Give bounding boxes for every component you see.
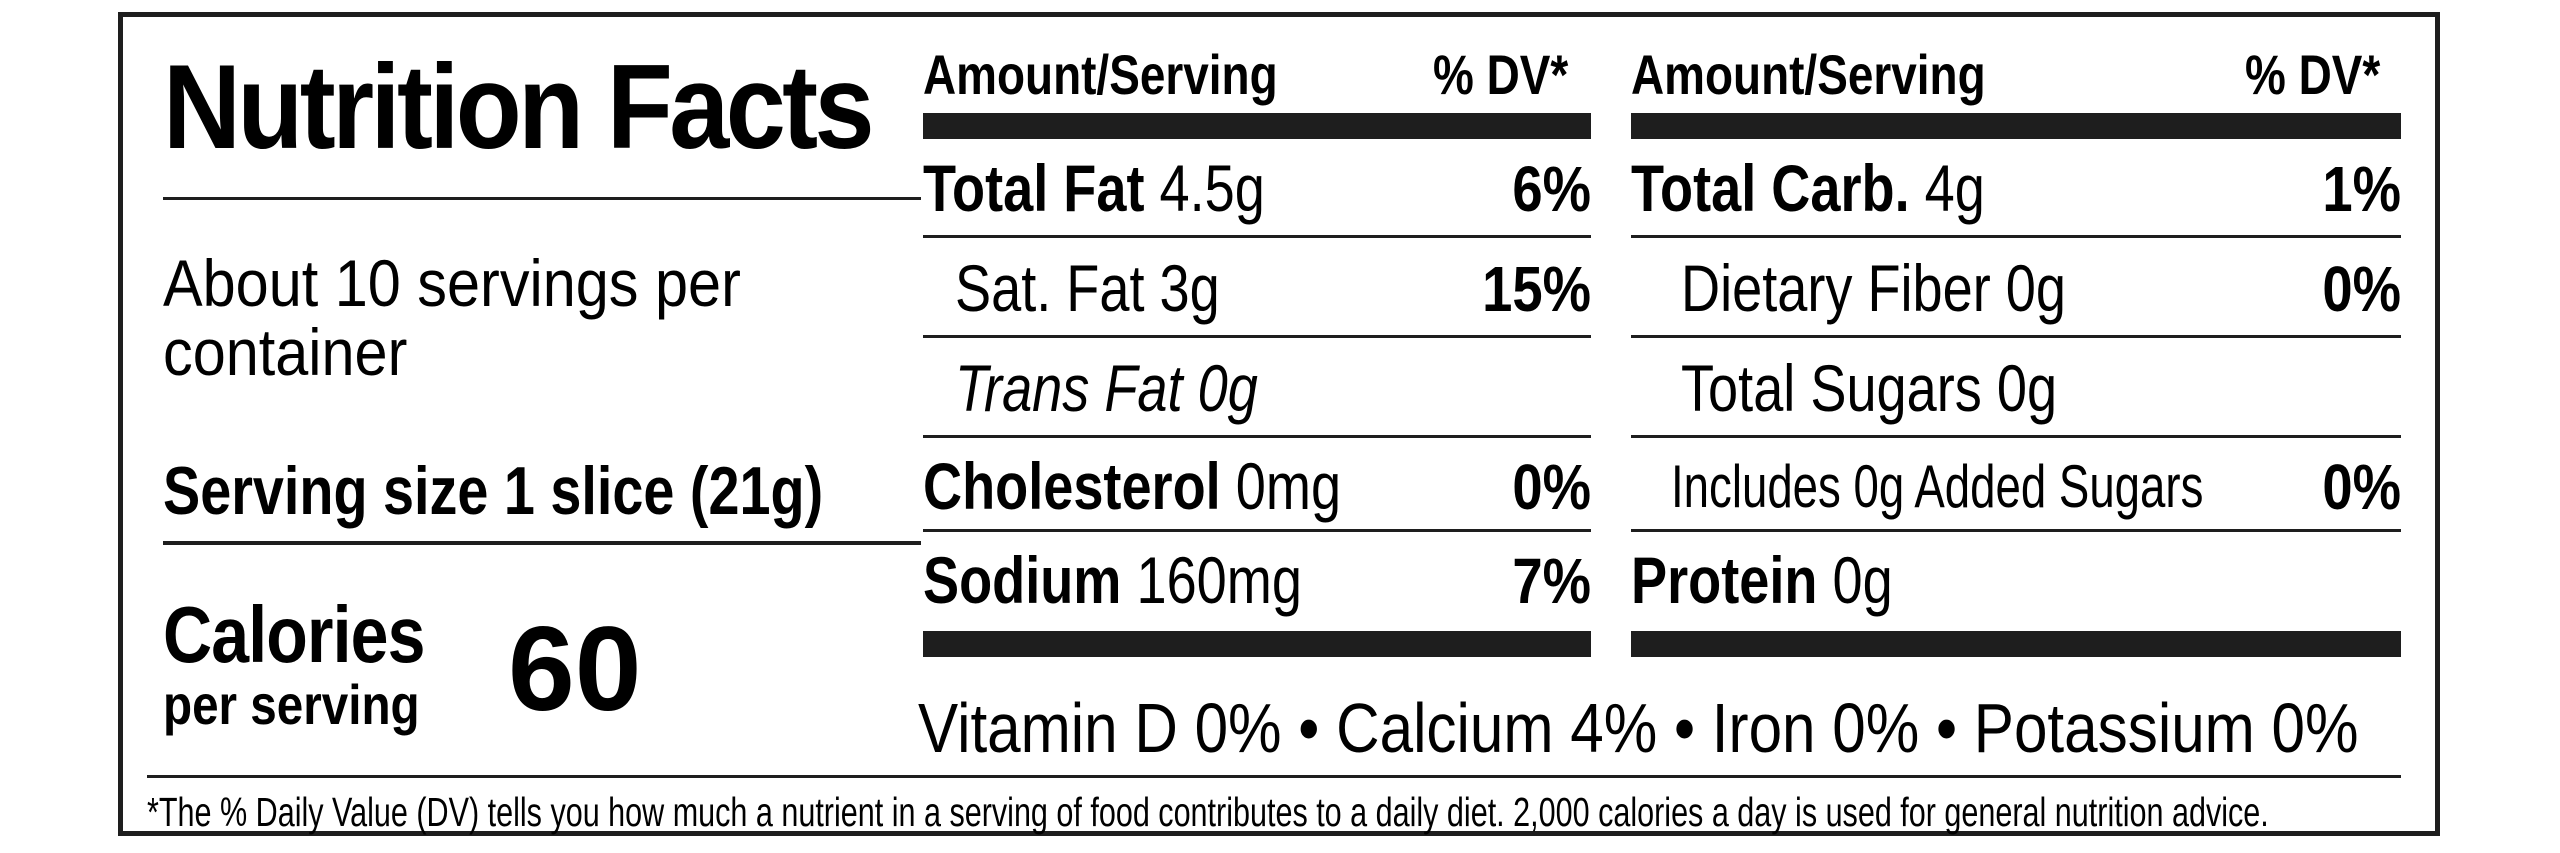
thick-bar	[923, 113, 1591, 139]
dv-value: 6%	[1512, 153, 1591, 225]
amount-header: Amount/Serving	[1631, 43, 1986, 106]
serving-size: Serving size 1 slice (21g)	[163, 453, 824, 529]
divider	[163, 541, 921, 545]
dv-value: 1%	[2322, 153, 2401, 225]
dv-value: 0%	[2322, 253, 2401, 325]
title: Nutrition Facts	[163, 40, 875, 174]
thick-bar	[1631, 631, 2401, 657]
dv-value: 0%	[2322, 451, 2401, 523]
thick-bar	[1631, 113, 2401, 139]
row-divider	[1631, 335, 2401, 338]
servings-line-1: About 10 servings per	[163, 246, 741, 320]
nutrient-row: Protein 0g	[1631, 543, 1893, 617]
nutrient-row: Sodium 160mg	[923, 543, 1302, 617]
dv-value: 0%	[1512, 451, 1591, 523]
dv-value: 15%	[1482, 253, 1591, 325]
nutrient-row: Trans Fat 0g	[955, 351, 1258, 425]
thick-bar	[923, 631, 1591, 657]
divider	[163, 197, 921, 200]
vitamins-minerals: Vitamin D 0% • Calcium 4% • Iron 0% • Po…	[918, 689, 2359, 767]
nutrient-row: Total Fat 4.5g	[923, 151, 1265, 225]
divider	[147, 775, 2401, 778]
row-divider	[923, 335, 1591, 338]
servings-per-container: About 10 servings per container	[163, 246, 741, 390]
row-divider	[923, 435, 1591, 438]
calories-label: Calories	[163, 590, 425, 679]
nutrient-row: Dietary Fiber 0g	[1681, 251, 2067, 325]
row-divider	[1631, 529, 2401, 532]
nutrient-row: Total Carb. 4g	[1631, 151, 1985, 225]
nutrient-row: Includes 0g Added Sugars	[1671, 453, 2204, 520]
row-divider	[923, 529, 1591, 532]
row-divider	[1631, 235, 2401, 238]
dv-header: % DV*	[1433, 43, 1569, 106]
row-divider	[923, 235, 1591, 238]
row-divider	[1631, 435, 2401, 438]
dv-value: 7%	[1512, 545, 1591, 617]
amount-header: Amount/Serving	[923, 43, 1278, 106]
calories-value: 60	[508, 602, 642, 736]
nutrient-row: Total Sugars 0g	[1681, 351, 2058, 425]
calories-sublabel: per serving	[163, 673, 420, 736]
nutrition-facts-label: Nutrition Facts About 10 servings per co…	[118, 12, 2440, 836]
servings-line-2: container	[163, 315, 408, 390]
footnote: *The % Daily Value (DV) tells you how mu…	[147, 789, 2269, 835]
nutrient-row: Cholesterol 0mg	[923, 449, 1342, 523]
nutrient-row: Sat. Fat 3g	[955, 251, 1220, 325]
dv-header: % DV*	[2245, 43, 2381, 106]
